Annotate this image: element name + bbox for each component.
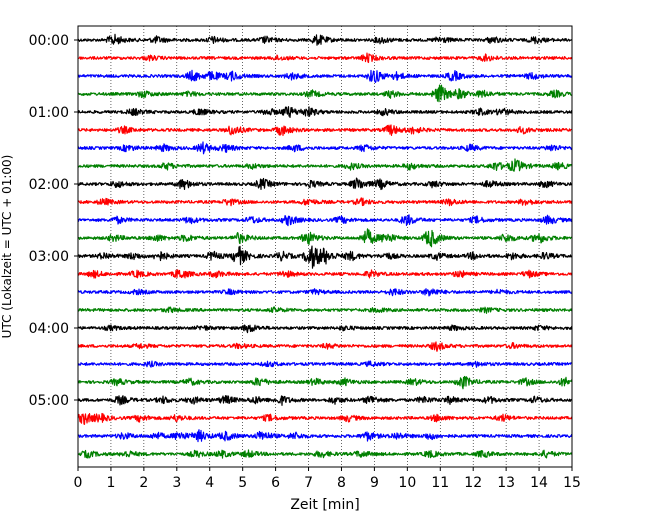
seismic-trace [77, 84, 573, 103]
x-tick-label: 8 [337, 475, 346, 491]
x-tick-label: 10 [398, 475, 416, 491]
y-tick-label: 02:00 [29, 177, 69, 193]
trace-layer [77, 33, 573, 459]
seismic-trace [77, 269, 573, 279]
seismic-trace [77, 158, 573, 172]
seismic-trace [77, 341, 573, 352]
seismic-trace [77, 306, 573, 314]
seismic-trace [77, 141, 573, 155]
y-tick-label: 05:00 [29, 393, 69, 409]
y-axis-title: UTC (Lokalzeit = UTC + 01:00) [0, 155, 14, 339]
x-tick-label: 3 [172, 475, 181, 491]
x-tick-label: 12 [464, 475, 482, 491]
seismic-trace [77, 449, 573, 459]
plot-frame [77, 25, 573, 468]
seismic-trace [77, 214, 573, 227]
seismic-trace [77, 106, 573, 119]
x-tick-label: 9 [370, 475, 379, 491]
seismic-trace [77, 69, 573, 83]
seismic-trace [77, 33, 573, 46]
x-tick-label: 11 [431, 475, 449, 491]
x-axis-title: Zeit [min] [290, 497, 359, 513]
x-tick-label: 1 [106, 475, 115, 491]
seismic-trace [77, 324, 573, 334]
x-tick-label: 7 [304, 475, 313, 491]
seismic-trace [77, 245, 573, 269]
y-tick-label: 00:00 [29, 33, 69, 49]
seismic-trace [77, 429, 573, 443]
seismic-trace [77, 412, 573, 425]
x-tick-label: 2 [139, 475, 148, 491]
x-tick-label: 6 [271, 475, 280, 491]
seismic-trace [77, 197, 573, 207]
seismic-trace [77, 360, 573, 368]
seismic-trace [77, 288, 573, 297]
seismic-trace [77, 52, 573, 64]
x-tick-label: 14 [530, 475, 548, 491]
seismic-trace [77, 228, 573, 248]
y-tick-label: 01:00 [29, 105, 69, 121]
tick-layer: 0 1 2 3 4 5 6 7 8 9 10 11 12 13 14 1500:0001:0002:0003:… [29, 33, 581, 491]
seismic-trace [77, 177, 573, 191]
seismic-trace [77, 395, 573, 406]
seismic-trace [77, 375, 573, 390]
seismic-trace [77, 124, 573, 137]
y-tick-label: 04:00 [29, 321, 69, 337]
x-tick-label: 15 [563, 475, 581, 491]
x-tick-label: 13 [497, 475, 515, 491]
x-tick-label: 4 [205, 475, 214, 491]
x-tick-label: 0 [74, 475, 83, 491]
x-tick-label: 5 [238, 475, 247, 491]
y-tick-label: 03:00 [29, 249, 69, 265]
